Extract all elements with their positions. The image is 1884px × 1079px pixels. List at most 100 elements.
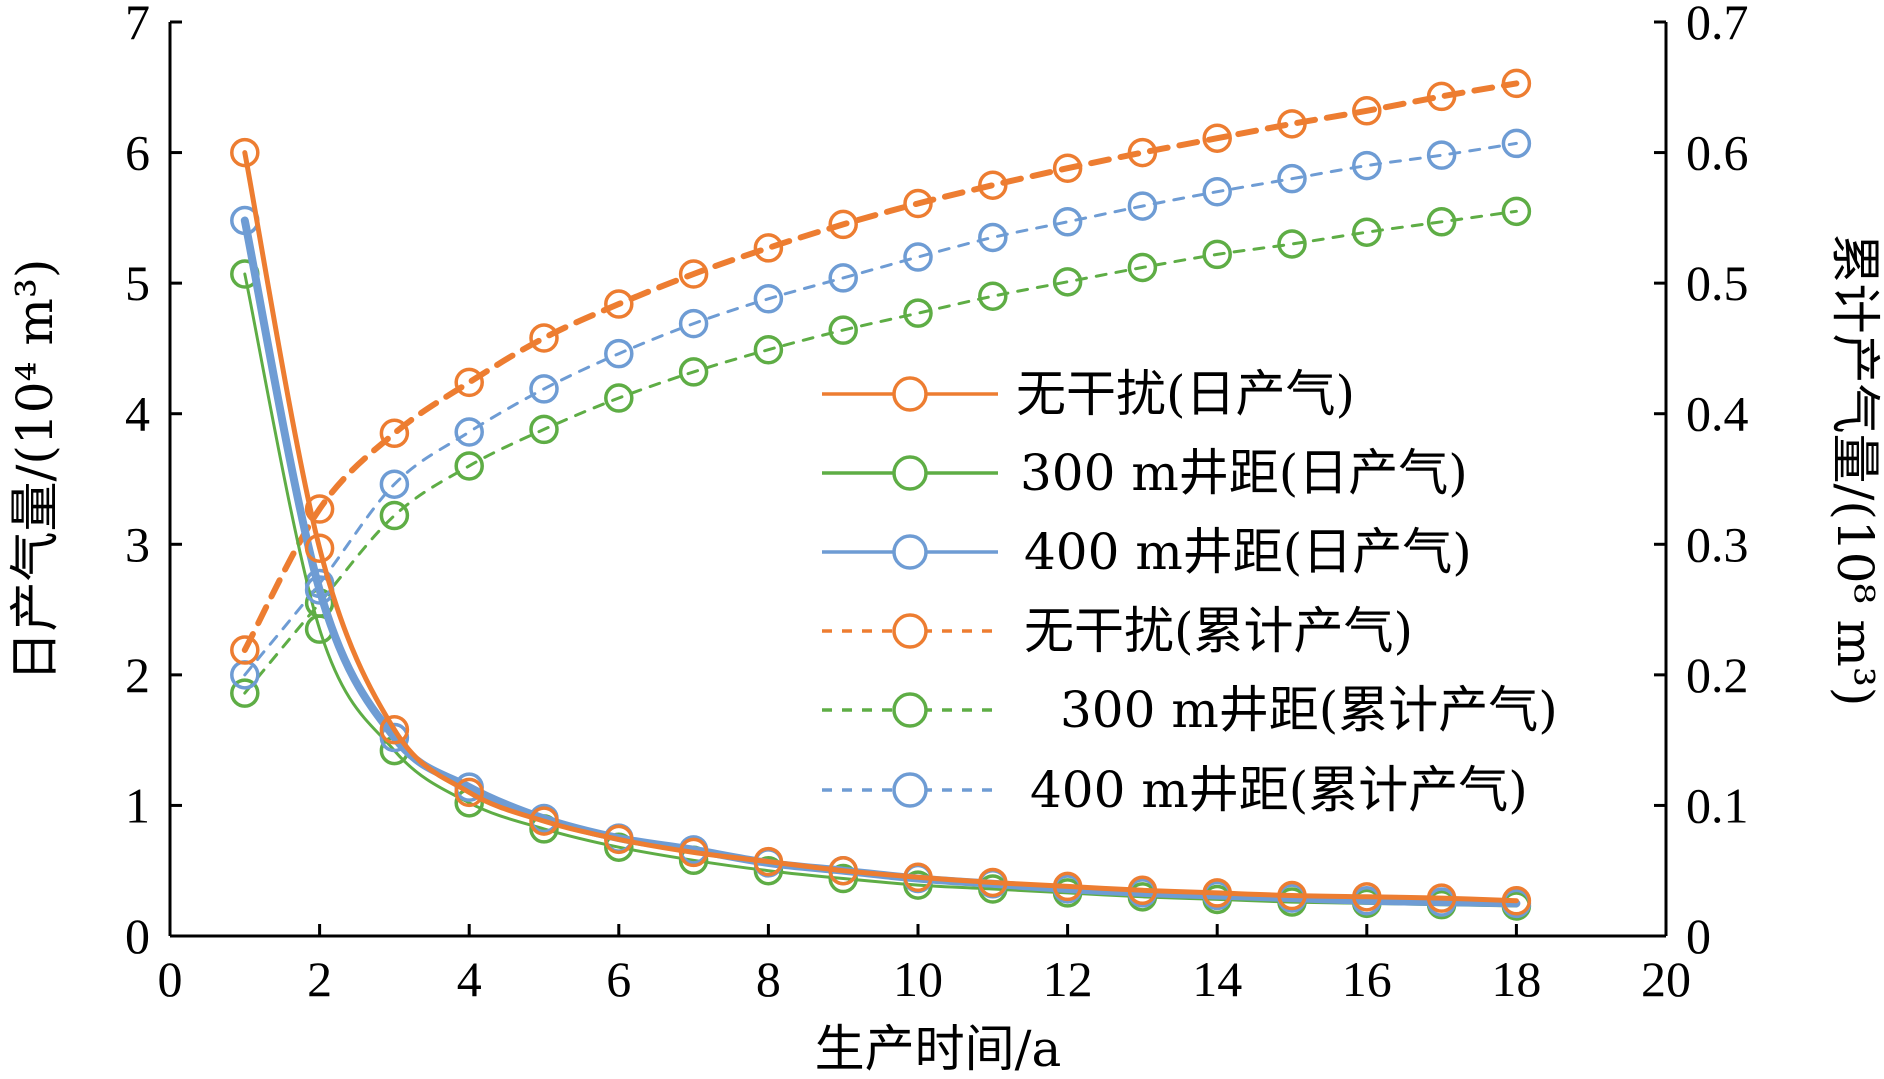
series-line: [243, 209, 1518, 695]
data-point: [678, 308, 709, 339]
data-point: [903, 188, 933, 219]
x-tick-label: 20: [1641, 951, 1691, 1007]
x-tick-label: 16: [1342, 951, 1392, 1007]
y-right-tick-label: 0: [1686, 908, 1711, 964]
y-right-tick-label: 0.3: [1686, 516, 1749, 572]
ticks-layer: 0 2 4 6 8 10 12 14 16 18 200123456700.10.20.30.40.…: [125, 0, 1749, 1007]
x-tick-label: 2: [307, 951, 332, 1007]
legend-marker: [892, 613, 928, 649]
series-line: [241, 80, 1520, 653]
data-point: [1127, 191, 1158, 221]
data-point: [1501, 128, 1532, 159]
x-tick-label: 14: [1192, 951, 1242, 1007]
data-point: [1352, 217, 1382, 247]
data-point: [828, 855, 858, 886]
data-point: [753, 284, 784, 314]
data-point: [1202, 123, 1232, 153]
data-point: [604, 289, 634, 319]
data-point: [978, 281, 1008, 311]
data-point: [379, 722, 410, 753]
data-point: [1277, 880, 1307, 911]
data-point: [230, 678, 260, 708]
legend-label: 无干扰(日产气): [1016, 365, 1355, 423]
y-left-tick-label: 2: [125, 647, 150, 703]
legend-marker: [892, 692, 928, 728]
legend: 无干扰(日产气) 300 m井距(日产气) 400 m井距(日产气) 无干扰(累计产气…: [822, 365, 1558, 819]
data-point: [1277, 109, 1307, 139]
y-left-tick-label: 0: [125, 908, 150, 964]
y-left-tick-label: 4: [125, 386, 150, 442]
data-point: [1127, 252, 1158, 283]
x-tick-label: 12: [1043, 951, 1093, 1007]
legend-item-0: 无干扰(日产气): [822, 365, 1355, 423]
y-right-tick-label: 0.7: [1686, 0, 1749, 50]
data-point: [454, 451, 484, 481]
data-point: [1052, 871, 1083, 902]
legend-marker: [892, 455, 928, 491]
data-point: [604, 824, 634, 855]
data-point: [828, 315, 858, 345]
x-tick-label: 6: [606, 951, 631, 1007]
series-4: [230, 196, 1532, 708]
data-point: [379, 500, 410, 531]
x-tick-label: 18: [1491, 951, 1541, 1007]
y-right-tick-label: 0.2: [1686, 647, 1749, 703]
data-point: [604, 383, 634, 413]
data-point: [1501, 196, 1532, 227]
data-point: [454, 417, 484, 447]
data-point: [978, 222, 1008, 253]
data-point: [454, 777, 484, 808]
x-tick-label: 0: [158, 951, 183, 1007]
x-tick-label: 4: [457, 951, 482, 1007]
legend-label: 300 m井距(日产气): [1020, 444, 1468, 502]
data-point: [978, 867, 1008, 898]
data-point: [1426, 140, 1457, 170]
data-point: [1501, 885, 1532, 916]
data-point: [529, 323, 559, 353]
series-0: [230, 137, 1532, 916]
y-axis-right-title: 累计产气量/(10⁸ m³): [1826, 234, 1884, 707]
legend-marker: [892, 534, 928, 570]
legend-item-2: 400 m井距(日产气): [822, 523, 1472, 581]
x-tick-label: 8: [756, 951, 781, 1007]
data-point: [753, 846, 784, 877]
y-left-tick-label: 3: [125, 516, 150, 572]
legend-label: 无干扰(累计产气): [1024, 602, 1413, 660]
legend-label: 400 m井距(累计产气): [1030, 761, 1528, 819]
series-layer: [230, 68, 1532, 921]
data-point: [903, 862, 933, 892]
data-point: [1127, 137, 1158, 168]
legend-item-3: 无干扰(累计产气): [822, 602, 1413, 660]
data-point: [379, 469, 410, 499]
data-point: [1426, 207, 1457, 237]
data-point: [753, 233, 784, 263]
data-point: [379, 714, 410, 745]
y-right-tick-label: 0.5: [1686, 255, 1749, 311]
data-point: [903, 242, 933, 272]
data-point: [1352, 882, 1382, 912]
data-point: [529, 806, 559, 836]
series-line: [242, 150, 1519, 904]
series-1: [230, 259, 1532, 921]
data-point: [828, 863, 858, 894]
legend-item-1: 300 m井距(日产气): [822, 444, 1468, 502]
data-point: [230, 137, 260, 168]
data-point: [230, 635, 260, 665]
data-point: [304, 533, 335, 563]
legend-label: 400 m井距(日产气): [1024, 523, 1472, 581]
data-point: [529, 414, 559, 445]
data-point: [1426, 883, 1457, 913]
data-point: [1202, 239, 1232, 270]
y-right-tick-label: 0.1: [1686, 777, 1749, 833]
data-point: [678, 259, 709, 289]
data-point: [828, 209, 858, 240]
y-left-tick-label: 7: [125, 0, 150, 50]
legend-item-5: 400 m井距(累计产气): [822, 761, 1528, 819]
data-point: [828, 263, 858, 293]
series-line: [243, 141, 1518, 677]
data-point: [1277, 163, 1307, 194]
legend-marker: [892, 376, 928, 412]
data-point: [1052, 207, 1083, 237]
y-left-tick-label: 5: [125, 255, 150, 311]
x-axis-title: 生产时间/a: [815, 1020, 1062, 1078]
